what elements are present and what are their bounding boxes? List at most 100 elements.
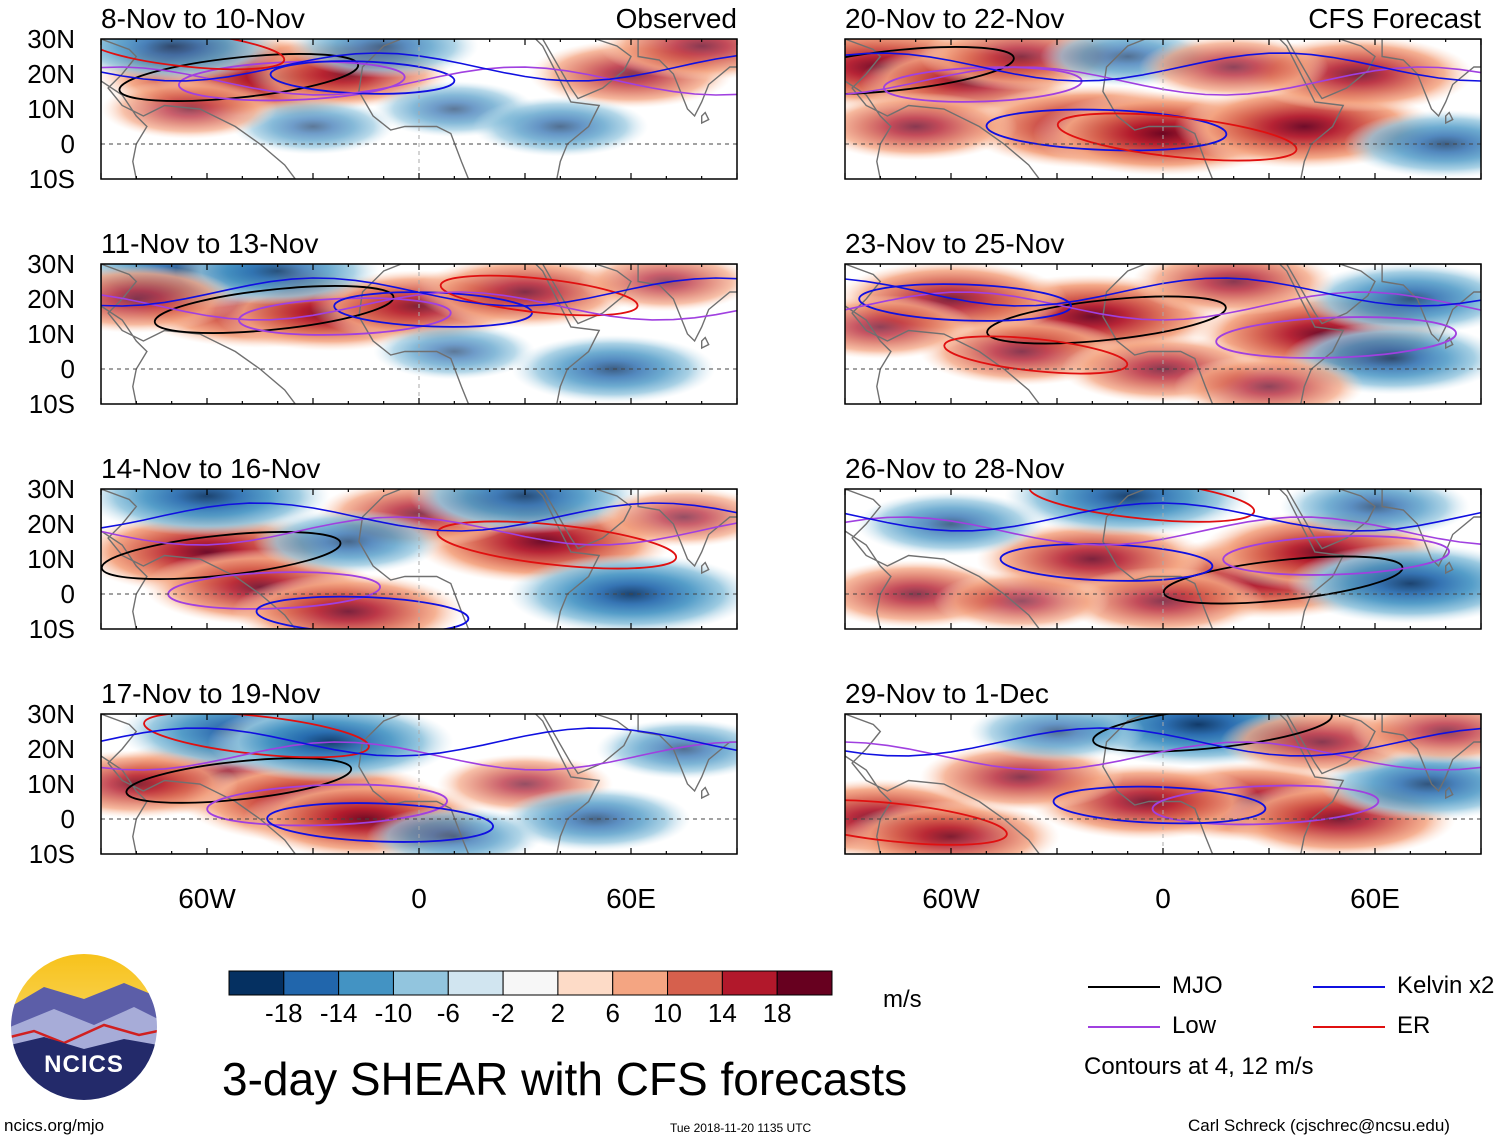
coastline — [1285, 264, 1376, 325]
contour-line — [1056, 112, 1298, 162]
legend-label: ER — [1397, 1012, 1431, 1039]
contour-line — [153, 285, 395, 334]
shear-positive-area — [1174, 354, 1364, 404]
coastline — [1445, 786, 1454, 800]
y-tick-label: 10N — [27, 544, 75, 574]
shear-negative-area — [1343, 110, 1481, 178]
shear-positive-area — [845, 92, 1018, 161]
panel-period-title: 11-Nov to 13-Nov — [101, 228, 319, 259]
coastline — [575, 186, 596, 197]
y-tick-label: 20N — [27, 509, 75, 539]
y-tick-label: 10N — [27, 319, 75, 349]
coastline — [1445, 336, 1454, 350]
colorbar-units: m/s — [883, 986, 922, 1013]
legend-label: Kelvin x2 — [1397, 972, 1495, 999]
panel-4 — [100, 713, 738, 872]
coastline — [1102, 264, 1345, 404]
contour-line — [943, 335, 1129, 375]
colorbar-label: 2 — [550, 998, 566, 1028]
contour-line — [985, 108, 1228, 152]
y-tick-label: 10S — [28, 389, 75, 419]
colorbar-swatch — [776, 970, 833, 996]
shear-positive-area — [845, 295, 976, 359]
colorbar-label: -6 — [436, 998, 460, 1028]
contour-line — [986, 295, 1227, 345]
contour-line — [1052, 785, 1267, 825]
coastline — [358, 39, 601, 179]
contour-line — [845, 727, 1481, 757]
coastline — [101, 489, 297, 629]
coastline — [637, 714, 737, 793]
y-tick-label: 10S — [28, 614, 75, 644]
panel-7 — [844, 488, 1482, 647]
colorbar-label: -10 — [374, 998, 413, 1028]
contour-note: Contours at 4, 12 m/s — [1084, 1053, 1314, 1080]
colorbar-label: 6 — [605, 998, 620, 1028]
site-url[interactable]: ncics.org/mjo — [4, 1116, 105, 1135]
panel-source-label: Observed — [615, 3, 737, 34]
shear-negative-area — [1280, 489, 1470, 539]
contour-line — [101, 39, 286, 71]
ncics-logo — [9, 952, 159, 1102]
timestamp: Tue 2018-11-20 1135 UTC — [670, 1121, 812, 1135]
coastline — [845, 489, 1041, 629]
coastline — [1285, 489, 1376, 550]
coastline — [1102, 714, 1345, 854]
coastline — [1381, 714, 1481, 793]
shear-negative-area — [101, 39, 281, 82]
panel-period-title: 14-Nov to 16-Nov — [101, 453, 321, 484]
contour-line — [177, 60, 406, 102]
panel-period-title: 17-Nov to 19-Nov — [101, 678, 321, 709]
coastline — [1445, 111, 1454, 125]
coastline — [575, 861, 596, 872]
x-tick-label: 60E — [1350, 883, 1400, 914]
coastline — [1381, 489, 1481, 568]
colorbar-swatch — [447, 970, 504, 996]
coastline — [701, 786, 710, 800]
y-tick-label: 30N — [27, 24, 75, 54]
shear-negative-area — [1287, 543, 1481, 624]
logo-text: NCICS — [44, 1051, 124, 1078]
author-credit: Carl Schreck (cjschrec@ncsu.edu) — [1188, 1116, 1450, 1135]
contour-line — [269, 60, 456, 95]
coastline — [1285, 714, 1376, 775]
contour-line — [845, 46, 1015, 95]
coastline — [845, 39, 1041, 179]
contour-line — [1162, 555, 1404, 605]
coastline — [358, 264, 601, 404]
contour-line — [143, 714, 370, 759]
colorbar-swatch — [228, 970, 285, 996]
coastline — [541, 714, 632, 775]
shear-negative-area — [373, 323, 536, 380]
x-tick-label: 0 — [411, 883, 427, 914]
contour-line — [266, 802, 494, 843]
shear-negative-area — [500, 787, 691, 851]
contour-line — [101, 277, 737, 307]
colorbar-swatch — [338, 970, 394, 996]
shear-positive-area — [1138, 39, 1329, 99]
shear-positive-area — [845, 800, 1060, 854]
x-tick-label: 60E — [606, 883, 656, 914]
contour-line — [845, 52, 1481, 82]
coastline — [1285, 39, 1376, 100]
contour-line — [845, 741, 1481, 771]
colorbar-swatch — [283, 970, 340, 996]
y-tick-label: 30N — [27, 249, 75, 279]
colorbar-swatch — [557, 970, 614, 996]
coastline — [1319, 636, 1340, 647]
contour-line — [206, 783, 448, 827]
coastline — [358, 714, 601, 854]
coastline — [1319, 411, 1340, 422]
panels-layer — [100, 38, 1482, 872]
shear-negative-area — [1004, 489, 1251, 536]
shear-positive-area — [933, 571, 1110, 629]
coastline — [637, 489, 737, 568]
colorbar-swatch — [502, 970, 559, 996]
y-tick-label: 30N — [27, 474, 75, 504]
coastline — [1102, 489, 1345, 629]
contour-line — [1222, 535, 1450, 576]
y-tick-label: 0 — [60, 804, 75, 834]
legend — [1088, 986, 1385, 1028]
coastline — [101, 39, 297, 179]
contour-line — [436, 520, 678, 570]
